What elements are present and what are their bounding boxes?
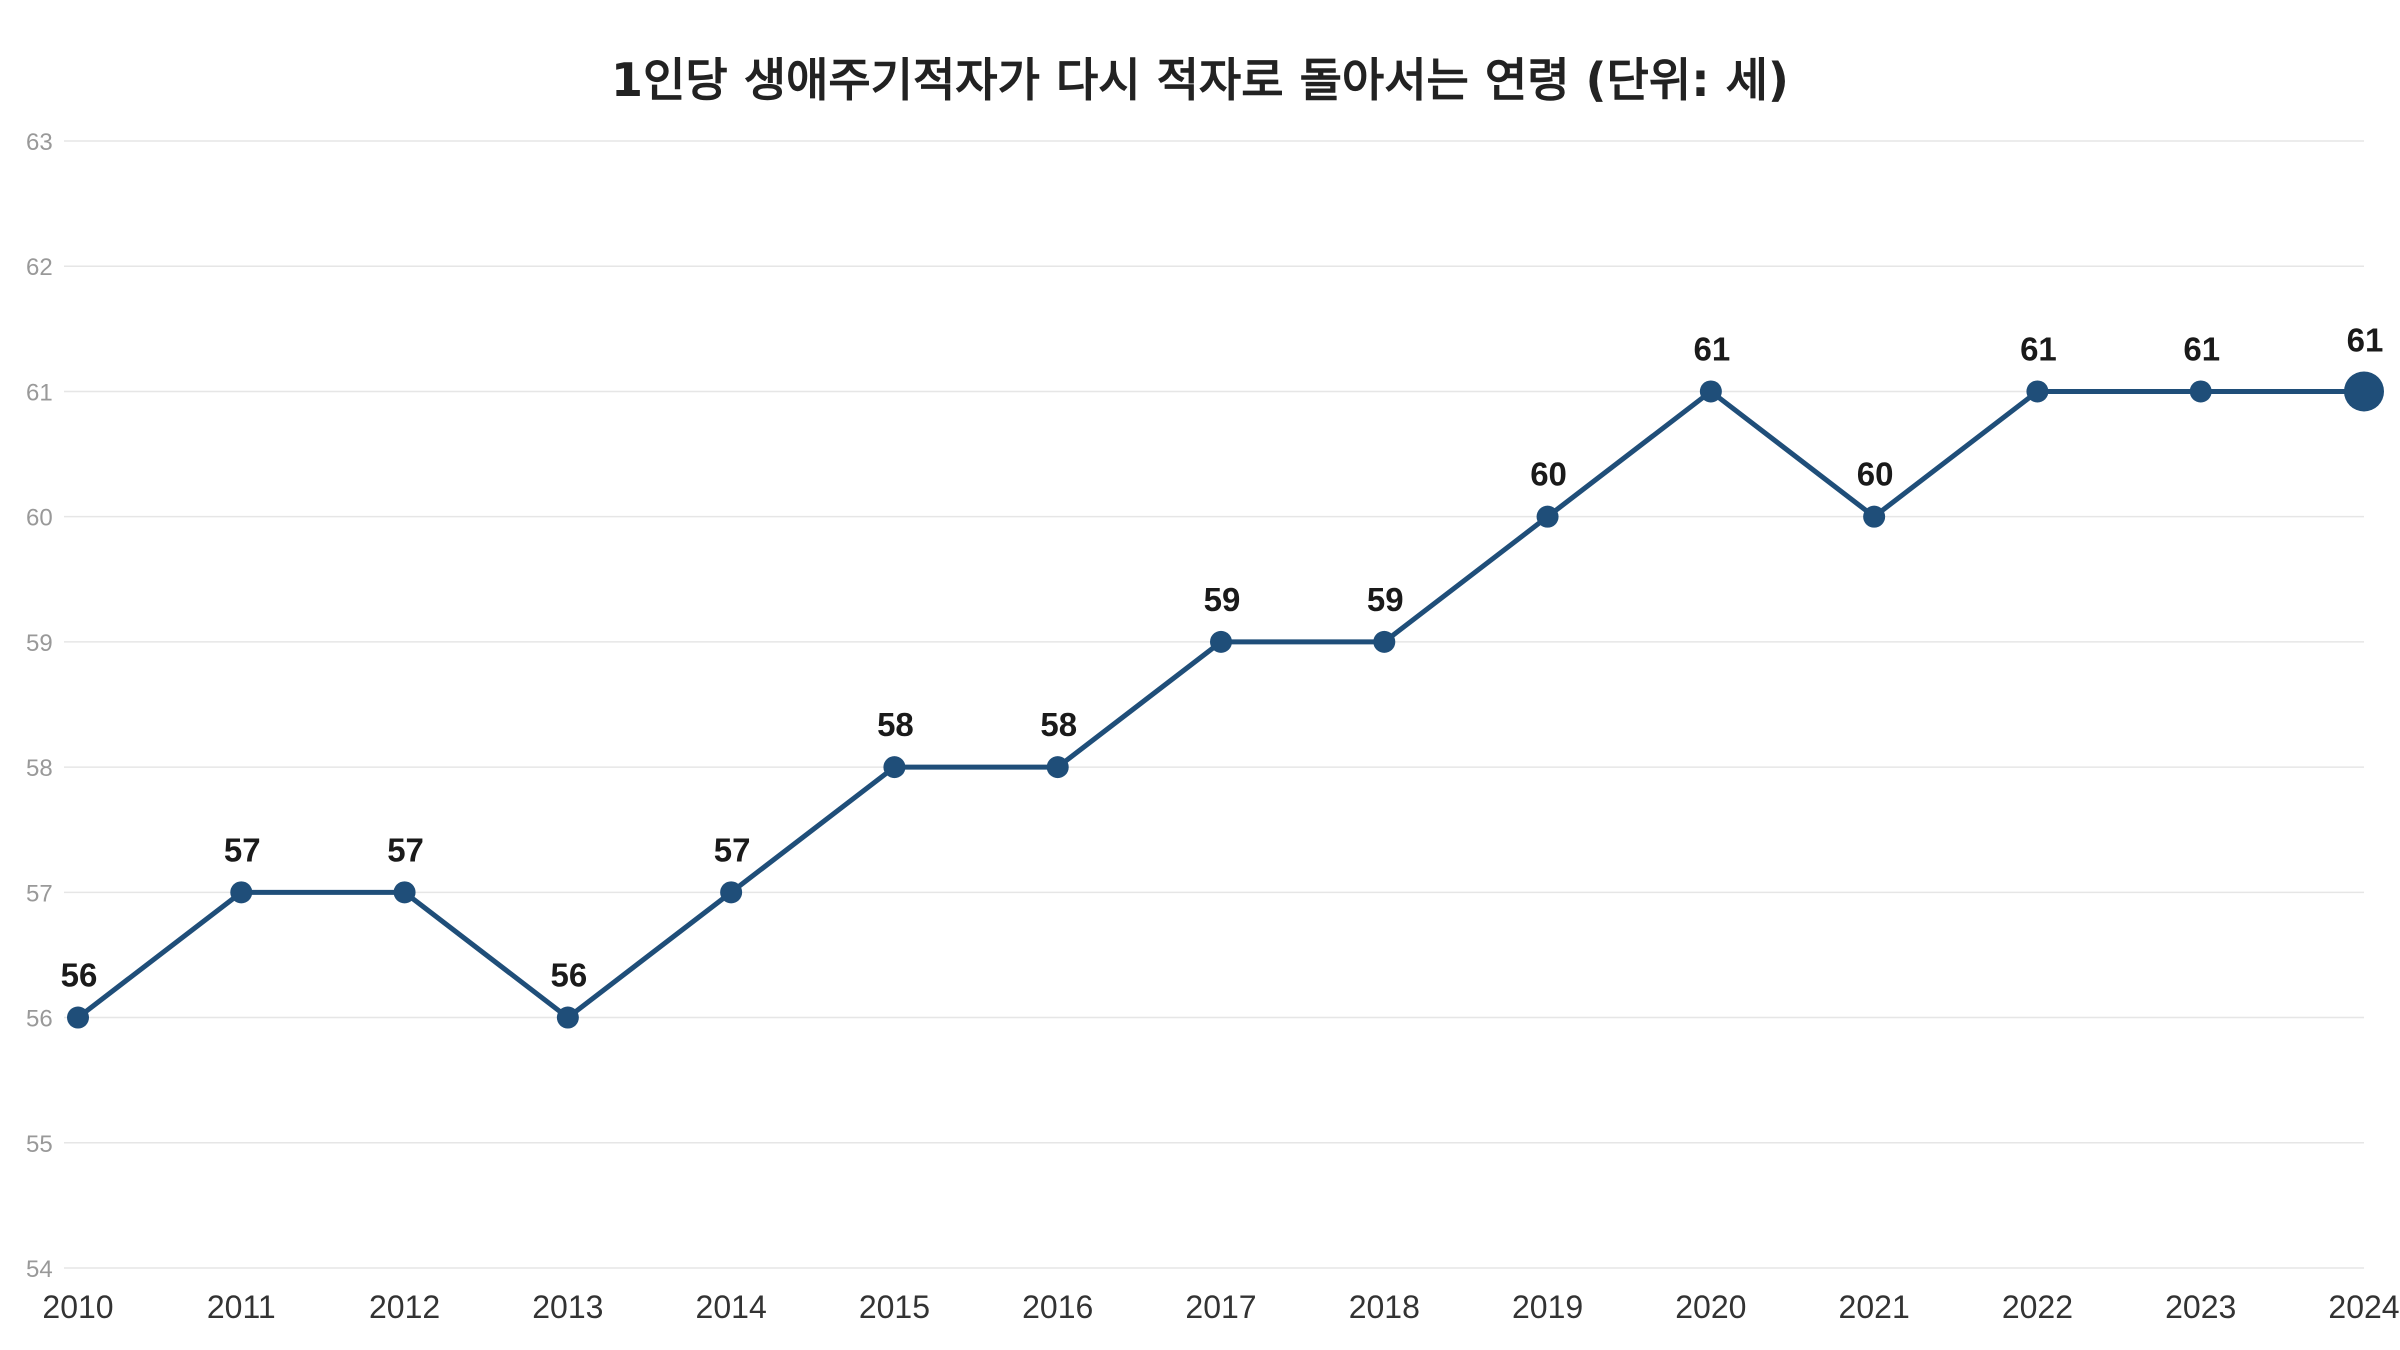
data-points (67, 371, 2384, 1029)
data-label: 61 (1693, 330, 1730, 367)
x-tick-label: 2018 (1349, 1289, 1420, 1325)
x-tick-label: 2012 (369, 1289, 440, 1325)
grid-lines (64, 140, 2364, 1269)
data-label: 60 (1530, 456, 1567, 493)
data-point (883, 756, 906, 779)
data-label: 58 (1040, 706, 1077, 743)
data-point (393, 881, 416, 904)
y-tick-label: 56 (26, 1006, 53, 1033)
data-point (1373, 630, 1396, 653)
data-point (1699, 380, 1722, 403)
series-line (76, 388, 2364, 1021)
data-label: 61 (2020, 330, 2057, 367)
data-label: 57 (387, 831, 424, 868)
data-point (2026, 380, 2049, 403)
y-axis-ticks: 54 55 56 57 58 59 60 61 62 63 (26, 129, 53, 1283)
y-tick-label: 60 (26, 505, 53, 532)
x-tick-label: 2022 (2002, 1289, 2073, 1325)
x-tick-label: 2021 (1839, 1289, 1910, 1325)
y-tick-label: 57 (26, 880, 53, 907)
data-label: 57 (714, 831, 751, 868)
data-point (1210, 630, 1232, 653)
x-tick-label: 2011 (207, 1289, 276, 1325)
x-tick-label: 2016 (1022, 1289, 1093, 1325)
data-label: 60 (1857, 456, 1894, 493)
data-point (1536, 505, 1559, 528)
series-line (76, 388, 2364, 1021)
data-labels: 56 57 57 56 57 58 58 59 59 60 61 60 61 61 61 (61, 321, 2384, 993)
data-label: 57 (224, 831, 261, 868)
x-tick-label: 2010 (42, 1289, 113, 1325)
data-label: 56 (61, 957, 98, 994)
data-point (67, 1006, 89, 1029)
data-point (2344, 371, 2384, 412)
x-tick-label: 2019 (1512, 1289, 1583, 1325)
x-tick-label: 2014 (696, 1289, 767, 1325)
data-point (556, 1006, 579, 1029)
data-label: 56 (550, 957, 587, 994)
data-point (1046, 756, 1069, 779)
y-tick-label: 59 (26, 630, 53, 657)
data-label: 61 (2347, 321, 2384, 358)
y-tick-label: 55 (26, 1131, 53, 1158)
data-label: 58 (877, 706, 914, 743)
x-tick-label: 2013 (532, 1289, 603, 1325)
y-tick-label: 54 (26, 1256, 53, 1283)
data-point (2189, 380, 2212, 403)
y-tick-label: 63 (26, 129, 53, 156)
y-tick-label: 58 (26, 755, 53, 782)
y-tick-label: 62 (26, 254, 53, 281)
y-tick-label: 61 (26, 379, 53, 406)
data-label: 61 (2183, 330, 2220, 367)
x-axis-ticks: 2010 2011 2012 2013 2014 2015 2016 2017 2018 2019… (42, 1289, 2399, 1325)
x-tick-label: 2024 (2328, 1289, 2399, 1325)
data-point (230, 881, 253, 904)
chart-title: 1인당 생애주기적자가 다시 적자로 돌아서는 연령 (단위: 세) (611, 53, 1789, 107)
data-point (720, 881, 743, 904)
x-tick-label: 2017 (1185, 1289, 1256, 1325)
x-tick-label: 2020 (1675, 1289, 1746, 1325)
data-label: 59 (1367, 581, 1404, 618)
x-tick-label: 2015 (859, 1289, 930, 1325)
data-point (1863, 505, 1886, 528)
x-tick-label: 2023 (2165, 1289, 2236, 1325)
data-label: 59 (1204, 581, 1241, 618)
